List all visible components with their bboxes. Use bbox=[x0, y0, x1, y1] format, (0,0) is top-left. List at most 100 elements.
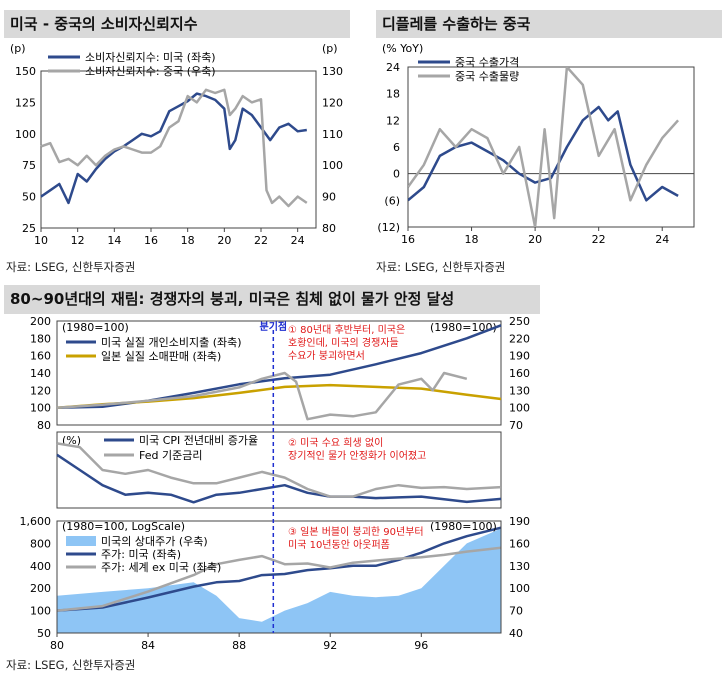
x-tick-label: 80 bbox=[50, 639, 64, 652]
series-line bbox=[408, 67, 680, 227]
legend-label: 중국 수출물량 bbox=[455, 70, 519, 83]
x-tick-label: 96 bbox=[414, 639, 428, 652]
x-tick-label: 92 bbox=[323, 639, 337, 652]
y-tick-label-left: 200 bbox=[30, 582, 51, 595]
y-tick-label-right: 70 bbox=[509, 419, 523, 432]
series-line bbox=[56, 442, 502, 498]
annotation-text: ③ 일본 버블이 붕괴한 90년부터 bbox=[288, 526, 424, 538]
x-tick-label: 12 bbox=[71, 234, 85, 247]
y-tick-label-right: 70 bbox=[509, 605, 523, 618]
y-tick-label-right: 100 bbox=[322, 159, 343, 172]
y-tick-label-left: 50 bbox=[22, 191, 36, 204]
x-tick-label: 24 bbox=[291, 234, 305, 247]
annotation-text: 장기적인 물가 안정화가 이어졌고 bbox=[288, 449, 426, 462]
y-tick-label-left: 200 bbox=[30, 315, 51, 328]
annotation-text: 호황인데, 미국의 경쟁자들 bbox=[288, 336, 399, 349]
y-tick-label-right: 40 bbox=[509, 627, 523, 640]
y-tick-label-left: 150 bbox=[15, 65, 36, 78]
index-note: (1980=100) bbox=[62, 321, 129, 334]
plot-frame bbox=[40, 70, 317, 229]
y-tick-label-left: 100 bbox=[30, 402, 51, 415]
y-tick-label-right: 250 bbox=[509, 315, 530, 328]
plot-frame bbox=[407, 66, 695, 228]
legend-label: 미국 실질 개인소비지출 (좌축) bbox=[101, 336, 242, 349]
deflation-export-title: 디플레를 수출하는 중국 bbox=[376, 10, 722, 38]
y-tick-label-left: 800 bbox=[30, 537, 51, 550]
x-tick-label: 84 bbox=[141, 639, 155, 652]
y-tick-label-right: 80 bbox=[322, 222, 336, 235]
y-tick-label-left: 180 bbox=[30, 332, 51, 345]
y-tick-label-left: 125 bbox=[15, 96, 36, 109]
y-tick-label: 12 bbox=[386, 114, 400, 127]
y-tick-label-right: 160 bbox=[509, 537, 530, 550]
y-tick-label-left: 80 bbox=[37, 419, 51, 432]
japan-80s-source: 자료: LSEG, 신한투자증권 bbox=[6, 658, 136, 672]
y-tick-label-right: 130 bbox=[322, 65, 343, 78]
y-tick-label: (6) bbox=[384, 194, 400, 207]
annotation-text: ② 미국 수요 희생 없이 bbox=[288, 436, 383, 449]
y-tick-label: 6 bbox=[393, 141, 400, 154]
x-tick-label: 16 bbox=[144, 234, 158, 247]
y-tick-label-right: 160 bbox=[509, 367, 530, 380]
series-line bbox=[56, 526, 502, 612]
right-axis-unit: (p) bbox=[322, 42, 338, 55]
annotation-text: 미국 10년동안 아웃퍼폼 bbox=[288, 539, 390, 551]
index-note-right: (1980=100) bbox=[430, 520, 497, 533]
legend-swatch bbox=[66, 536, 96, 546]
left-axis-unit: (p) bbox=[10, 42, 26, 55]
y-tick-label-left: 160 bbox=[30, 350, 51, 363]
y-tick-label-left: 120 bbox=[30, 384, 51, 397]
series-line bbox=[40, 92, 307, 205]
y-tick-label-right: 100 bbox=[509, 582, 530, 595]
legend-label: 주가: 세계 ex 미국 (좌축) bbox=[101, 561, 221, 574]
y-axis-unit: (% YoY) bbox=[382, 42, 423, 55]
y-tick-label-right: 190 bbox=[509, 350, 530, 363]
y-tick-label-left: 140 bbox=[30, 367, 51, 380]
y-tick-label-left: 100 bbox=[30, 605, 51, 618]
x-tick-label: 16 bbox=[401, 233, 415, 246]
legend-label: 주가: 미국 (좌축) bbox=[101, 548, 181, 561]
x-tick-label: 22 bbox=[592, 233, 606, 246]
y-tick-label-right: 110 bbox=[322, 128, 343, 141]
y-tick-label-right: 90 bbox=[322, 191, 336, 204]
y-tick-label: 24 bbox=[386, 61, 400, 74]
y-tick-label-left: 1,600 bbox=[20, 515, 52, 528]
breakpoint-label: 분기점 bbox=[260, 320, 288, 333]
japan-80s-title: 80~90년대의 재림: 경쟁자의 붕괴, 미국은 침체 없이 물가 안정 달성 bbox=[4, 285, 540, 314]
annotation-text: ① 80년대 후반부터, 미국은 bbox=[288, 324, 405, 336]
legend-label: 미국의 상대주가 (우축) bbox=[101, 535, 208, 548]
y-tick-label-right: 130 bbox=[509, 384, 530, 397]
index-note: (1980=100, LogScale) bbox=[62, 520, 185, 533]
legend-label: 미국 CPI 전년대비 증가율 bbox=[139, 434, 258, 447]
series-line bbox=[56, 546, 502, 612]
x-tick-label: 20 bbox=[217, 234, 231, 247]
legend-label: 일본 실질 소매판매 (좌축) bbox=[101, 349, 221, 363]
y-tick-label-right: 100 bbox=[509, 402, 530, 415]
y-tick-label: 18 bbox=[386, 88, 400, 101]
y-tick-label: 0 bbox=[393, 168, 400, 181]
deflation-export-source: 자료: LSEG, 신한투자증권 bbox=[376, 260, 506, 274]
y-tick-label-left: 25 bbox=[22, 222, 36, 235]
y-tick-label-right: 190 bbox=[509, 515, 530, 528]
series-line bbox=[56, 371, 468, 421]
y-tick-label-right: 120 bbox=[322, 96, 343, 109]
plot-frame bbox=[56, 431, 502, 509]
us-cn-confidence-source: 자료: LSEG, 신한투자증권 bbox=[6, 260, 136, 274]
plot-frame bbox=[56, 320, 502, 426]
y-tick-label-left: 100 bbox=[15, 128, 36, 141]
legend-label: 중국 수출가격 bbox=[455, 56, 519, 69]
y-tick-label-left: 400 bbox=[30, 560, 51, 573]
x-tick-label: 18 bbox=[181, 234, 195, 247]
y-tick-label-right: 130 bbox=[509, 560, 530, 573]
y-axis-unit: (%) bbox=[62, 434, 81, 447]
legend-label: 소비자신뢰지수: 중국 (우축) bbox=[85, 65, 216, 78]
series-line bbox=[40, 88, 308, 208]
us-cn-confidence-title: 미국 - 중국의 소비자신뢰지수 bbox=[4, 10, 350, 38]
x-tick-label: 20 bbox=[528, 233, 542, 246]
series-area bbox=[57, 528, 501, 633]
y-tick-label-left: 75 bbox=[22, 159, 36, 172]
index-note-right: (1980=100) bbox=[430, 321, 497, 334]
y-tick-label-right: 220 bbox=[509, 332, 530, 345]
x-tick-label: 22 bbox=[254, 234, 268, 247]
